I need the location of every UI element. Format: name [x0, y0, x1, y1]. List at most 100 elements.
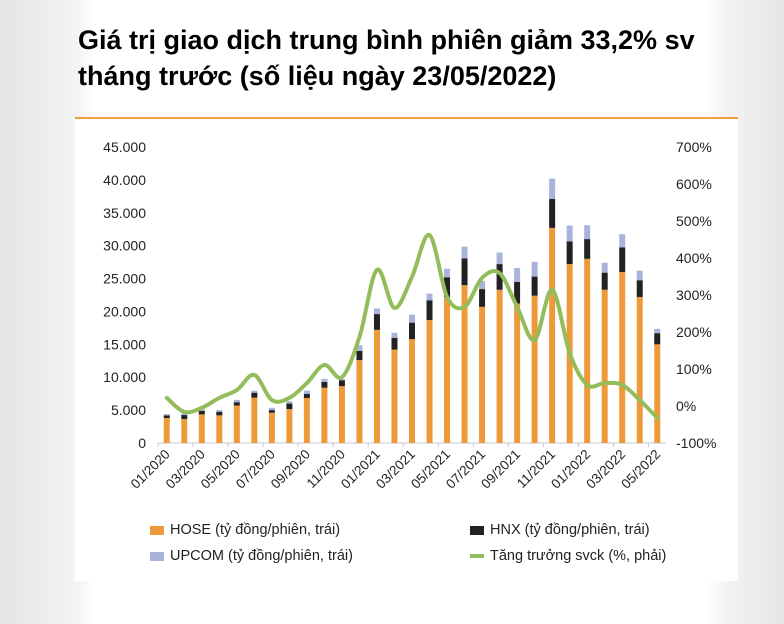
x-tick-label: 05/2022 — [618, 447, 663, 492]
bar-upcom — [356, 345, 363, 351]
bar-upcom — [163, 414, 170, 416]
bar-hnx — [549, 198, 556, 228]
page-title: Giá trị giao dịch trung bình phiên giảm … — [78, 25, 695, 91]
legend-upcom: UPCOM (tỷ đồng/phiên, trái) — [150, 548, 353, 564]
legend-label: HNX (tỷ đồng/phiên, trái) — [490, 522, 650, 538]
bar-upcom — [198, 409, 205, 411]
growth-line — [164, 233, 660, 420]
bar-upcom — [566, 225, 573, 242]
legend-label: UPCOM (tỷ đồng/phiên, trái) — [170, 548, 353, 564]
legend-label: Tăng trưởng svck (%, phải) — [490, 548, 667, 564]
bar-hose — [461, 285, 468, 443]
bar-hnx — [496, 264, 503, 290]
bar-hnx — [461, 258, 468, 286]
bar-hose — [479, 306, 486, 443]
bar-upcom — [233, 399, 240, 403]
bar-hnx — [531, 276, 538, 296]
y-right-tick-label: -100% — [676, 435, 716, 451]
bar-hnx — [373, 314, 380, 330]
y-right-tick-label: 300% — [676, 287, 712, 303]
bar-hose — [356, 360, 363, 443]
bar-upcom — [601, 262, 608, 273]
y-left-tick-label: 40.000 — [103, 172, 146, 188]
y-right-tick-label: 500% — [676, 213, 712, 229]
bar-hose — [531, 295, 538, 443]
bar-hnx — [426, 300, 433, 320]
y-right-tick-label: 700% — [676, 139, 712, 155]
bar-hnx — [198, 410, 205, 415]
legend-swatch-hose — [150, 525, 164, 535]
y-left-tick-label: 25.000 — [103, 271, 146, 287]
bar-hnx — [251, 392, 258, 398]
bar-upcom — [303, 390, 310, 394]
bar-hose — [514, 303, 521, 443]
bar-upcom — [444, 268, 451, 278]
bar-hnx — [356, 350, 363, 361]
bar-hose — [619, 271, 626, 443]
bar-hose — [496, 289, 503, 443]
bar-upcom — [549, 178, 556, 199]
bar-upcom — [338, 379, 345, 381]
bar-hose — [654, 344, 661, 443]
bar-hose — [268, 412, 275, 443]
legend-swatch-upcom — [150, 551, 164, 561]
x-tick-label: 09/2020 — [268, 447, 313, 492]
bar-hnx — [636, 280, 643, 297]
bar-hose — [409, 339, 415, 443]
bar-upcom — [531, 261, 538, 277]
legend-swatch-growth — [470, 554, 484, 558]
bar-upcom — [636, 270, 643, 281]
y-left-tick-label: 0 — [138, 435, 146, 451]
bar-hnx — [566, 241, 573, 265]
bar-upcom — [461, 246, 468, 259]
bar-hnx — [444, 277, 451, 297]
legend-hnx: HNX (tỷ đồng/phiên, trái) — [470, 522, 650, 538]
bar-hnx — [409, 322, 415, 340]
y-left-tick-label: 30.000 — [103, 238, 146, 254]
y-left-tick-label: 15.000 — [103, 336, 146, 352]
bar-hose — [198, 414, 205, 443]
bar-upcom — [216, 410, 223, 412]
legend-hose: HOSE (tỷ đồng/phiên, trái) — [150, 522, 340, 538]
y-left-tick-label: 10.000 — [103, 369, 146, 385]
chart-panel — [75, 119, 738, 581]
bar-hnx — [286, 403, 293, 410]
bar-upcom — [391, 332, 398, 338]
bar-hose — [216, 415, 223, 443]
bar-upcom — [268, 407, 275, 411]
title-divider — [75, 117, 738, 119]
bar-hose — [373, 329, 380, 443]
bar-hnx — [233, 402, 240, 406]
bar-hnx — [216, 411, 223, 416]
bar-hose — [636, 296, 643, 443]
bar-hose — [251, 397, 258, 443]
bar-hose — [286, 409, 293, 443]
bar-hnx — [619, 247, 626, 272]
bar-upcom — [286, 401, 293, 404]
bar-hnx — [479, 289, 486, 307]
legend-label: HOSE (tỷ đồng/phiên, trái) — [170, 522, 341, 538]
bar-hose — [321, 387, 328, 443]
bar-hnx — [391, 337, 398, 350]
bar-hose — [338, 386, 345, 443]
bar-upcom — [514, 268, 521, 282]
bar-hnx — [181, 415, 188, 419]
bar-hnx — [321, 381, 328, 388]
bar-hose — [444, 296, 451, 443]
bar-hnx — [514, 281, 521, 304]
bar-hose — [163, 418, 170, 443]
legend-growth: Tăng trưởng svck (%, phải) — [470, 548, 666, 564]
bar-hnx — [163, 415, 170, 419]
legend-swatch-hnx — [470, 525, 484, 535]
bar-hose — [303, 397, 310, 443]
bar-hose — [233, 405, 240, 443]
bar-upcom — [251, 390, 258, 393]
y-right-tick-label: 400% — [676, 250, 712, 266]
y-right-tick-label: 600% — [676, 176, 712, 192]
bar-hose — [181, 418, 188, 443]
bar-hose — [601, 289, 608, 443]
bar-hnx — [303, 393, 310, 398]
y-left-tick-label: 35.000 — [103, 205, 146, 221]
y-right-tick-label: 0% — [676, 398, 696, 414]
